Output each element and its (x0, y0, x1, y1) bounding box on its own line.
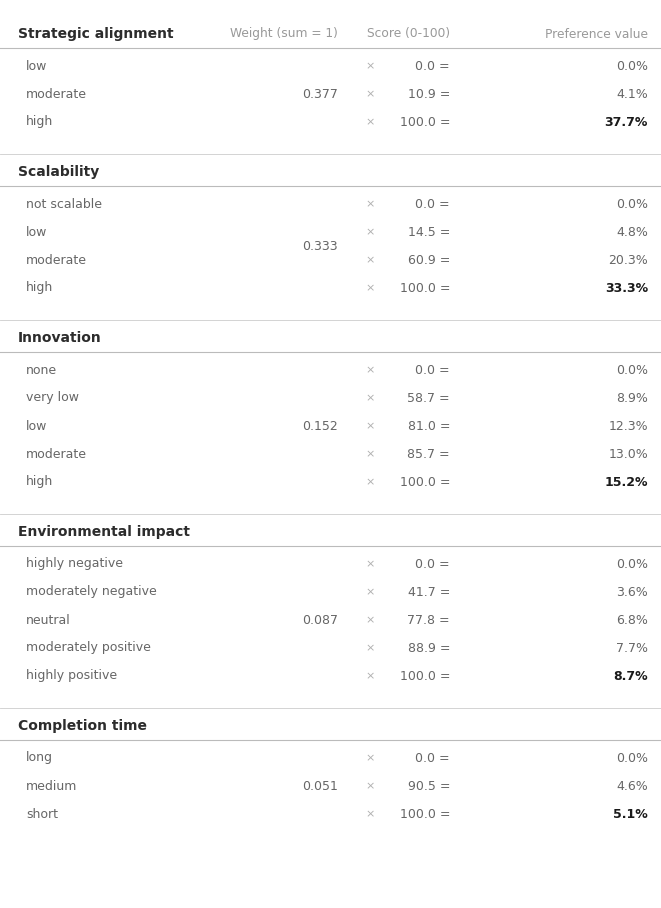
Text: Innovation: Innovation (18, 331, 102, 345)
Text: 90.5 =: 90.5 = (407, 779, 450, 793)
Text: 100.0 =: 100.0 = (399, 807, 450, 821)
Text: 100.0 =: 100.0 = (399, 281, 450, 294)
Text: 0.051: 0.051 (302, 779, 338, 793)
Text: 4.1%: 4.1% (616, 87, 648, 101)
Text: 8.7%: 8.7% (613, 669, 648, 683)
Text: Environmental impact: Environmental impact (18, 525, 190, 539)
Text: 0.0 =: 0.0 = (415, 198, 450, 211)
Text: 20.3%: 20.3% (608, 253, 648, 267)
Text: ×: × (366, 477, 375, 487)
Text: 7.7%: 7.7% (616, 641, 648, 655)
Text: ×: × (366, 227, 375, 237)
Text: 0.152: 0.152 (302, 419, 338, 432)
Text: moderately positive: moderately positive (26, 641, 151, 655)
Text: high: high (26, 115, 54, 129)
Text: 0.377: 0.377 (302, 87, 338, 101)
Text: 4.8%: 4.8% (616, 225, 648, 239)
Text: ×: × (366, 393, 375, 403)
Text: 4.6%: 4.6% (616, 779, 648, 793)
Text: not scalable: not scalable (26, 198, 102, 211)
Text: ×: × (366, 89, 375, 99)
Text: ×: × (366, 671, 375, 681)
Text: 100.0 =: 100.0 = (399, 476, 450, 489)
Text: Preference value: Preference value (545, 27, 648, 41)
Text: Strategic alignment: Strategic alignment (18, 27, 174, 41)
Text: short: short (26, 807, 58, 821)
Text: Weight (sum = 1): Weight (sum = 1) (230, 27, 338, 41)
Text: low: low (26, 419, 48, 432)
Text: 60.9 =: 60.9 = (408, 253, 450, 267)
Text: ×: × (366, 421, 375, 431)
Text: low: low (26, 225, 48, 239)
Text: moderate: moderate (26, 253, 87, 267)
Text: high: high (26, 476, 54, 489)
Text: 3.6%: 3.6% (616, 586, 648, 598)
Text: 6.8%: 6.8% (616, 614, 648, 627)
Text: 77.8 =: 77.8 = (407, 614, 450, 627)
Text: 0.0%: 0.0% (616, 60, 648, 73)
Text: 0.0 =: 0.0 = (415, 60, 450, 73)
Text: 88.9 =: 88.9 = (407, 641, 450, 655)
Text: 14.5 =: 14.5 = (408, 225, 450, 239)
Text: moderately negative: moderately negative (26, 586, 157, 598)
Text: 5.1%: 5.1% (613, 807, 648, 821)
Text: Score (0-100): Score (0-100) (367, 27, 450, 41)
Text: ×: × (366, 61, 375, 71)
Text: 81.0 =: 81.0 = (407, 419, 450, 432)
Text: moderate: moderate (26, 87, 87, 101)
Text: ×: × (366, 753, 375, 763)
Text: ×: × (366, 615, 375, 625)
Text: 0.0%: 0.0% (616, 363, 648, 377)
Text: 37.7%: 37.7% (605, 115, 648, 129)
Text: 0.087: 0.087 (302, 614, 338, 627)
Text: 0.0 =: 0.0 = (415, 558, 450, 570)
Text: 0.0 =: 0.0 = (415, 752, 450, 765)
Text: 0.0%: 0.0% (616, 198, 648, 211)
Text: highly positive: highly positive (26, 669, 117, 683)
Text: Scalability: Scalability (18, 165, 99, 179)
Text: 41.7 =: 41.7 = (408, 586, 450, 598)
Text: long: long (26, 752, 53, 765)
Text: none: none (26, 363, 57, 377)
Text: ×: × (366, 365, 375, 375)
Text: 100.0 =: 100.0 = (399, 669, 450, 683)
Text: ×: × (366, 587, 375, 597)
Text: neutral: neutral (26, 614, 71, 627)
Text: ×: × (366, 449, 375, 459)
Text: 58.7 =: 58.7 = (407, 391, 450, 404)
Text: high: high (26, 281, 54, 294)
Text: 0.0 =: 0.0 = (415, 363, 450, 377)
Text: 0.333: 0.333 (302, 240, 338, 252)
Text: low: low (26, 60, 48, 73)
Text: ×: × (366, 117, 375, 127)
Text: 85.7 =: 85.7 = (407, 448, 450, 460)
Text: very low: very low (26, 391, 79, 404)
Text: 15.2%: 15.2% (605, 476, 648, 489)
Text: 13.0%: 13.0% (608, 448, 648, 460)
Text: ×: × (366, 255, 375, 265)
Text: ×: × (366, 559, 375, 569)
Text: medium: medium (26, 779, 77, 793)
Text: 100.0 =: 100.0 = (399, 115, 450, 129)
Text: ×: × (366, 283, 375, 293)
Text: ×: × (366, 199, 375, 209)
Text: 10.9 =: 10.9 = (408, 87, 450, 101)
Text: highly negative: highly negative (26, 558, 123, 570)
Text: 8.9%: 8.9% (616, 391, 648, 404)
Text: moderate: moderate (26, 448, 87, 460)
Text: 0.0%: 0.0% (616, 752, 648, 765)
Text: ×: × (366, 781, 375, 791)
Text: 33.3%: 33.3% (605, 281, 648, 294)
Text: ×: × (366, 643, 375, 653)
Text: ×: × (366, 809, 375, 819)
Text: Completion time: Completion time (18, 719, 147, 733)
Text: 0.0%: 0.0% (616, 558, 648, 570)
Text: 12.3%: 12.3% (608, 419, 648, 432)
